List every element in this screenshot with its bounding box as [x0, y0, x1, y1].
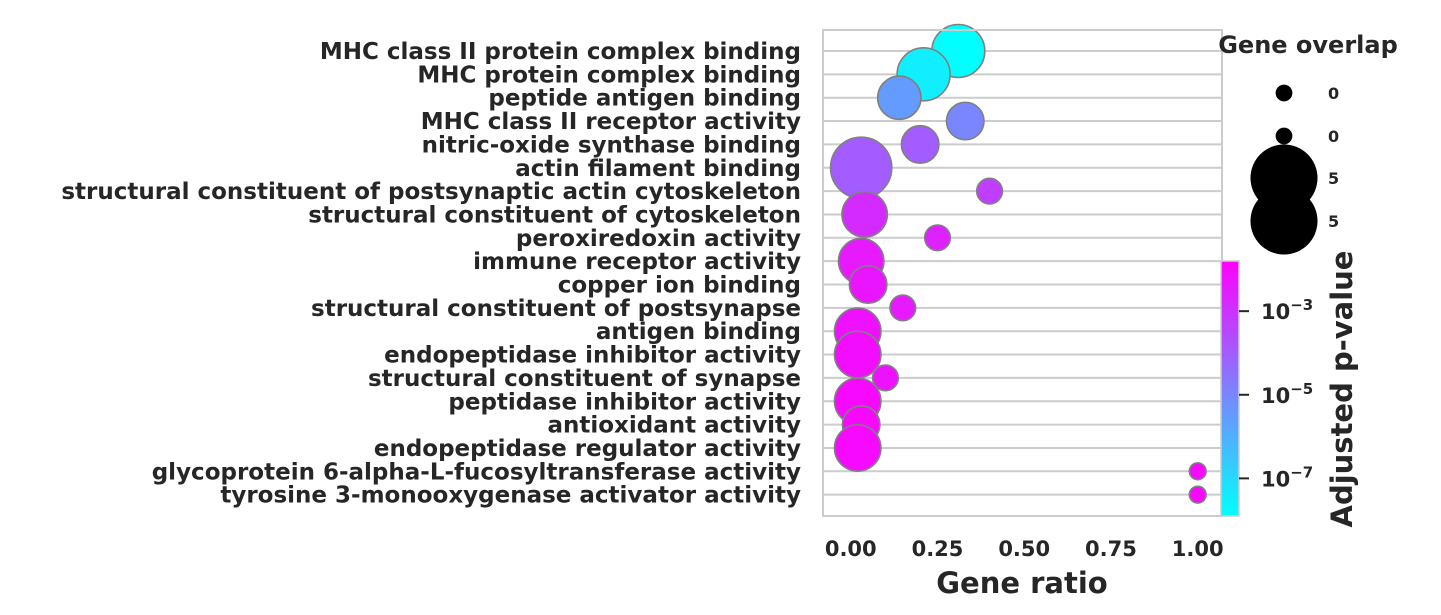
size-legend-marker — [1275, 127, 1293, 145]
category-label: peroxiredoxin activity — [516, 226, 801, 252]
data-point — [876, 75, 922, 121]
colorbar-gradient — [1221, 261, 1239, 516]
size-legend-marker — [1275, 84, 1293, 102]
data-point — [848, 264, 888, 305]
x-tick-label: 0.25 — [912, 537, 964, 561]
x-axis-title: Gene ratio — [936, 566, 1107, 600]
category-label: MHC protein complex binding — [417, 62, 801, 88]
category-label: glycoprotein 6-alpha-L-fucosyltransferas… — [152, 459, 801, 485]
data-point — [829, 136, 893, 200]
colorbar-ticks: 10−3 10−5 10−7 — [1239, 296, 1313, 491]
category-label: immune receptor activity — [473, 249, 801, 275]
category-label: structural constituent of postsynapse — [311, 296, 801, 322]
colorbar-tick-label: 10−3 — [1261, 296, 1313, 324]
data-point — [945, 101, 985, 141]
category-label: MHC class II protein complex binding — [320, 39, 801, 65]
data-point — [833, 423, 882, 472]
size-legend-label: 0 — [1328, 127, 1339, 146]
size-legend: Gene overlap 0 0 5 5 — [1218, 31, 1398, 255]
category-label: structural constituent of synapse — [368, 366, 801, 392]
data-point — [1188, 485, 1207, 504]
x-tick-label: 0.00 — [825, 537, 877, 561]
colorbar-label: Adjusted p-value — [1325, 251, 1359, 528]
category-label: MHC class II receptor activity — [421, 109, 801, 135]
colorbar-tick-label: 10−7 — [1261, 463, 1313, 491]
data-points — [829, 23, 1207, 504]
colorbar-frame — [1220, 260, 1240, 517]
data-point — [923, 224, 952, 252]
category-labels: MHC class II protein complex bindingMHC … — [61, 39, 801, 509]
data-point — [900, 124, 940, 164]
size-legend-label: 0 — [1328, 84, 1339, 103]
size-legend-marker — [1250, 187, 1318, 255]
category-label: structural constituent of postsynaptic a… — [61, 179, 801, 205]
data-point — [871, 364, 900, 392]
category-label: tyrosine 3-monooxygenase activator activ… — [220, 483, 801, 509]
category-label: antigen binding — [596, 319, 801, 345]
size-legend-label: 5 — [1328, 169, 1339, 188]
x-tick-label: 0.75 — [1085, 537, 1137, 561]
x-tick-label: 1.00 — [1172, 537, 1224, 561]
colorbar: 10−3 10−5 10−7 Adjusted p-value — [1220, 251, 1359, 528]
category-label: actin filament binding — [515, 156, 801, 182]
category-label: antioxidant activity — [547, 413, 801, 439]
data-point — [889, 294, 917, 322]
category-label: endopeptidase inhibitor activity — [384, 343, 801, 369]
colorbar-tick-label: 10−5 — [1261, 380, 1313, 408]
category-label: structural constituent of cytoskeleton — [308, 202, 801, 228]
data-point — [975, 177, 1004, 205]
category-label: peptide antigen binding — [488, 86, 801, 112]
category-label: nitric-oxide synthase binding — [422, 132, 801, 158]
category-label: peptidase inhibitor activity — [448, 389, 801, 415]
category-label: endopeptidase regulator activity — [374, 436, 801, 462]
data-point — [841, 190, 889, 238]
category-label: copper ion binding — [558, 273, 801, 299]
x-tick-label: 0.50 — [998, 537, 1050, 561]
data-point — [1188, 462, 1207, 481]
size-legend-label: 5 — [1328, 212, 1339, 231]
size-legend-title: Gene overlap — [1218, 31, 1398, 59]
x-axis-ticks: 0.00 0.25 0.50 0.75 1.00 — [825, 537, 1224, 561]
